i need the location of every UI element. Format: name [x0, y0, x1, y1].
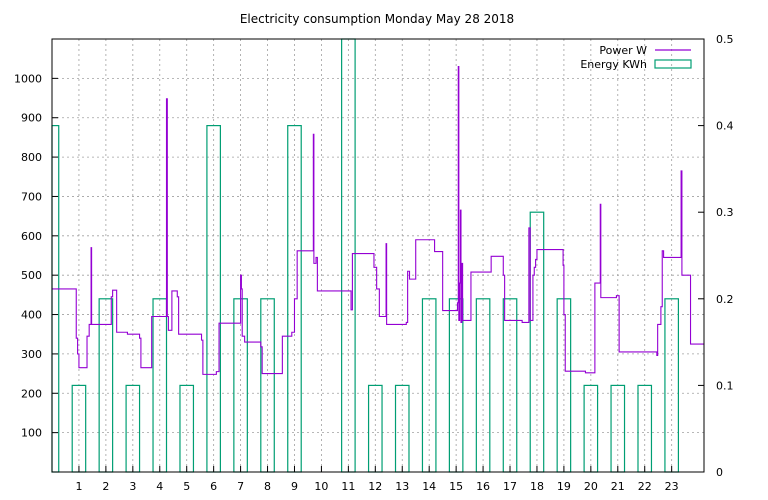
x-tick-label: 20 — [584, 480, 598, 493]
right-tick-label: 0.4 — [716, 120, 734, 133]
x-tick-label: 5 — [183, 480, 190, 493]
x-tick-label: 13 — [395, 480, 409, 493]
x-tick-label: 2 — [102, 480, 109, 493]
x-tick-label: 19 — [557, 480, 571, 493]
left-y-axis: 100 200 300 400 500 600 700 800 900 1000 — [14, 72, 58, 440]
x-tick-label: 4 — [156, 480, 163, 493]
x-tick-label: 22 — [638, 480, 652, 493]
legend-label-energy: Energy KWh — [580, 58, 647, 71]
right-tick-label: 0 — [716, 466, 723, 479]
right-tick-label: 0.2 — [716, 293, 734, 306]
x-tick-label: 6 — [210, 480, 217, 493]
x-tick-label: 18 — [530, 480, 544, 493]
chart-title: Electricity consumption Monday May 28 20… — [240, 12, 514, 26]
right-y-axis: 0 0.1 0.2 0.3 0.4 0.5 — [698, 33, 734, 479]
x-tick-label: 8 — [264, 480, 271, 493]
legend: Power W Energy KWh — [580, 44, 692, 71]
power-line — [52, 66, 704, 375]
left-tick-label: 100 — [21, 427, 42, 440]
energy-series — [51, 38, 680, 473]
left-tick-label: 800 — [21, 151, 42, 164]
x-tick-label: 15 — [449, 480, 463, 493]
grid-lines — [52, 39, 704, 472]
x-tick-label: 12 — [368, 480, 382, 493]
legend-swatch-energy — [654, 59, 692, 69]
x-axis: 1 2 3 4 5 6 7 8 9 10 11 12 13 14 15 16 17 18 19 20 21 22 23 — [75, 466, 679, 493]
x-tick-label: 9 — [291, 480, 298, 493]
left-tick-label: 300 — [21, 348, 42, 361]
left-tick-label: 700 — [21, 190, 42, 203]
x-tick-label: 10 — [314, 480, 328, 493]
left-tick-label: 1000 — [14, 72, 42, 85]
left-tick-label: 900 — [21, 112, 42, 125]
x-tick-label: 1 — [75, 480, 82, 493]
x-tick-label: 11 — [341, 480, 355, 493]
plot-frame — [51, 38, 705, 473]
x-tick-label: 17 — [503, 480, 517, 493]
x-tick-label: 7 — [237, 480, 244, 493]
x-tick-label: 21 — [611, 480, 625, 493]
left-tick-label: 500 — [21, 269, 42, 282]
x-tick-label: 14 — [422, 480, 436, 493]
right-tick-label: 0.5 — [716, 33, 734, 46]
power-series — [52, 66, 704, 375]
left-tick-label: 600 — [21, 230, 42, 243]
left-tick-label: 200 — [21, 387, 42, 400]
x-tick-label: 3 — [129, 480, 136, 493]
x-tick-label: 16 — [476, 480, 490, 493]
energy-bar — [51, 124, 60, 473]
right-tick-label: 0.1 — [716, 379, 734, 392]
legend-label-power: Power W — [599, 44, 647, 57]
x-tick-label: 23 — [665, 480, 679, 493]
left-tick-label: 400 — [21, 309, 42, 322]
right-tick-label: 0.3 — [716, 206, 734, 219]
